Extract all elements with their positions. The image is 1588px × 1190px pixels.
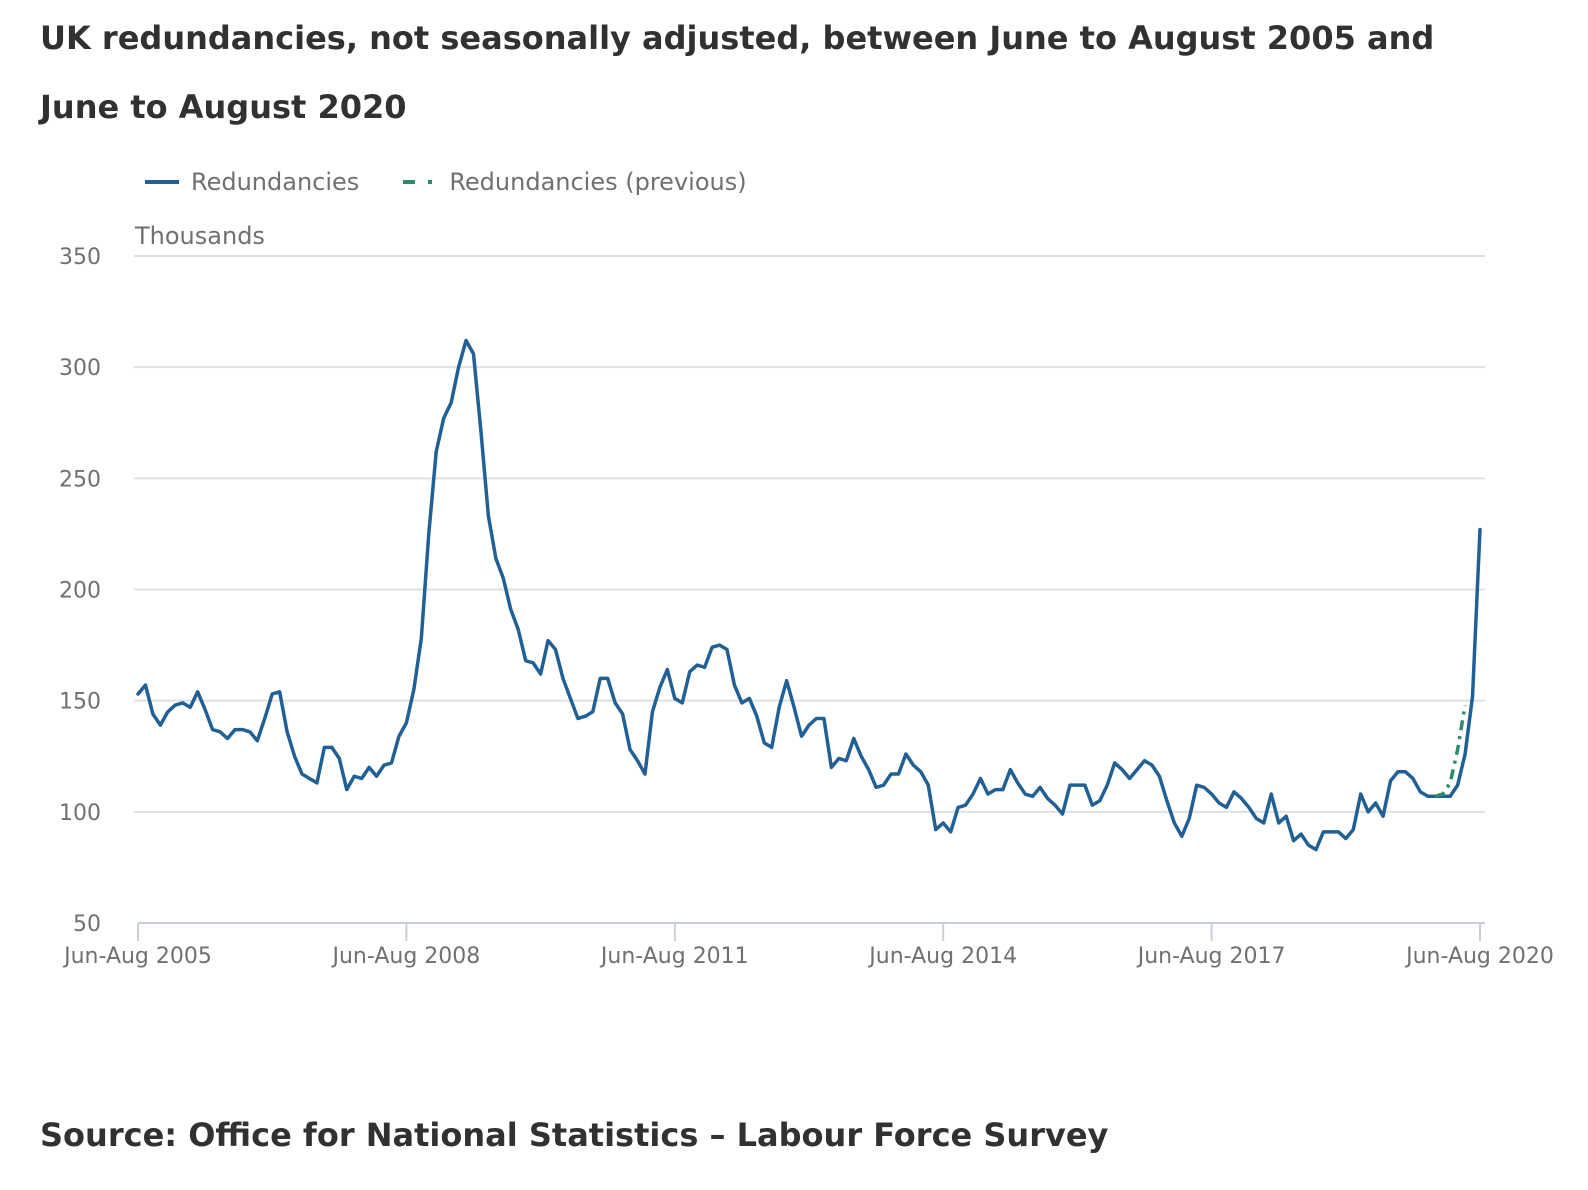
legend-swatch-solid-line	[145, 180, 179, 184]
chart-title: UK redundancies, not seasonally adjusted…	[40, 19, 1435, 126]
series-line-redundancies-previous[interactable]	[1434, 704, 1467, 798]
y-tick-label: 200	[59, 579, 101, 604]
legend-swatch-dashed-line	[403, 180, 438, 184]
series-line-redundancies[interactable]	[136, 338, 1482, 852]
legend-item-redundancies-previous[interactable]: Redundancies (previous)	[403, 168, 747, 196]
y-tick-label: 350	[59, 245, 101, 270]
y-tick-label: 150	[59, 690, 101, 715]
x-tick-label: Jun-Aug 2020	[1404, 944, 1554, 969]
y-tick-label: 250	[59, 467, 101, 492]
legend-label-redundancies: Redundancies	[191, 168, 360, 196]
legend-item-redundancies[interactable]: Redundancies	[145, 168, 359, 196]
legend-label-redundancies-previous: Redundancies (previous)	[449, 168, 747, 196]
y-tick-label: 50	[73, 912, 101, 937]
series-lines	[136, 338, 1482, 852]
x-axis: Jun-Aug 2005 Jun-Aug 2008 Jun-Aug 2011 Jun-…	[62, 922, 1554, 969]
chart-legend: Redundancies Redundancies (previous)	[145, 168, 791, 196]
x-tick-label: Jun-Aug 2008	[331, 944, 481, 969]
y-axis-ticks: 50 100 150 200 250 300 350	[59, 245, 101, 937]
x-tick-label: Jun-Aug 2005	[62, 944, 212, 969]
x-tick-label: Jun-Aug 2014	[867, 944, 1017, 969]
source-note: Source: Office for National Statistics –…	[40, 1116, 1109, 1154]
x-tick-label: Jun-Aug 2017	[1136, 944, 1286, 969]
y-tick-label: 300	[59, 356, 101, 381]
x-tick-label: Jun-Aug 2011	[599, 944, 749, 969]
y-tick-label: 100	[59, 801, 101, 826]
y-axis-unit-label: Thousands	[135, 222, 265, 250]
gridlines	[134, 255, 1485, 813]
